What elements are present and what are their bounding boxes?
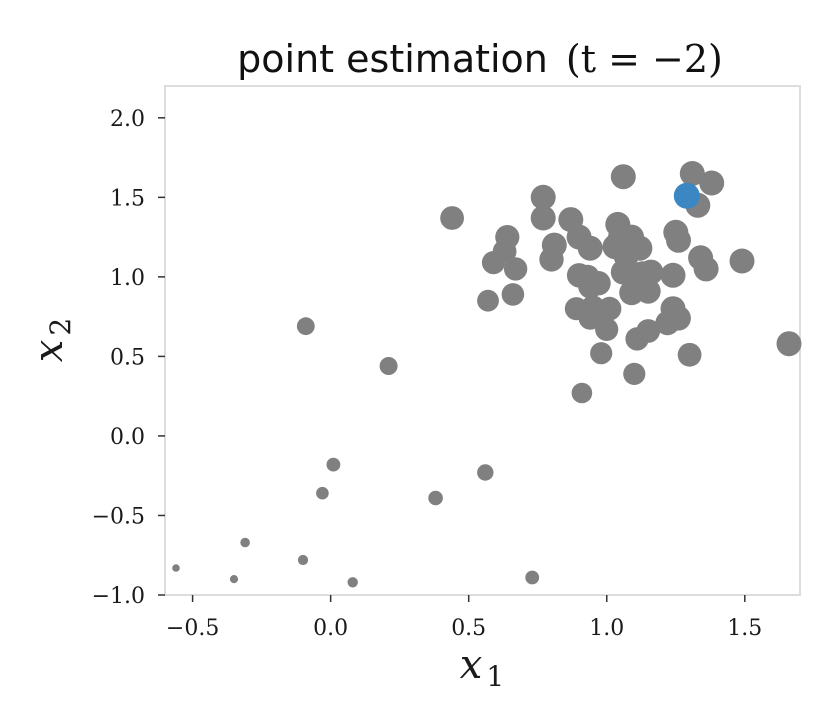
data-point	[477, 464, 494, 481]
x-tick-label: 0.5	[451, 616, 486, 641]
data-point	[627, 235, 653, 261]
data-point	[623, 362, 646, 385]
data-point	[636, 319, 661, 343]
data-point	[541, 232, 567, 258]
data-point	[610, 164, 636, 190]
y-axis: −1.0 −0.5 0.0 0.5 1.0 1.5 2.0	[92, 107, 165, 609]
data-point	[326, 457, 341, 472]
data-point	[503, 257, 528, 281]
data-point	[677, 342, 702, 367]
x-tick-label: 0.0	[313, 616, 348, 641]
data-point	[638, 259, 664, 285]
data-point	[477, 289, 499, 312]
data-point	[693, 256, 719, 282]
plot-frame	[164, 85, 801, 596]
data-point	[776, 331, 802, 357]
data-point	[316, 486, 329, 500]
data-point	[590, 342, 613, 365]
data-point	[240, 537, 250, 548]
x-tick-label: 1.0	[589, 616, 624, 641]
data-point	[595, 317, 619, 341]
data-point	[597, 296, 622, 321]
data-point	[679, 161, 705, 186]
data-point	[379, 357, 398, 375]
data-point	[297, 554, 309, 566]
x-axis-label-main: x	[460, 642, 483, 688]
data-point	[729, 248, 755, 274]
data-point	[586, 271, 611, 296]
chart-title-math: (t = −2)	[566, 37, 723, 81]
data-point	[660, 262, 686, 288]
y-axis-label-main: x	[26, 340, 72, 363]
y-tick-label: 0.0	[110, 425, 145, 450]
y-tick-label: 0.5	[110, 345, 145, 370]
x-tick-label: −0.5	[166, 616, 219, 641]
x-tick-label: 1.5	[727, 616, 762, 641]
y-tick-label: 2.0	[110, 107, 145, 132]
data-point	[172, 564, 180, 572]
data-point	[666, 227, 691, 253]
data-point	[347, 577, 358, 588]
y-axis-label-subscript: 2	[44, 318, 77, 336]
data-point	[530, 205, 556, 231]
y-axis-label: x 2	[26, 318, 77, 362]
data-point	[635, 278, 661, 304]
data-point	[495, 225, 520, 250]
data-point	[229, 575, 239, 584]
chart-title-text: point estimation	[237, 37, 548, 81]
y-tick-label: −1.0	[92, 584, 145, 609]
data-points	[172, 161, 802, 588]
data-point	[440, 206, 464, 230]
chart-title: point estimation (t = −2)	[237, 37, 723, 81]
data-point	[525, 570, 540, 585]
data-point	[577, 235, 603, 261]
data-point	[699, 170, 725, 196]
data-point	[530, 184, 556, 210]
x-axis-label-subscript: 1	[486, 660, 504, 693]
y-tick-label: 1.0	[110, 266, 145, 291]
data-point	[501, 283, 525, 306]
data-point	[666, 305, 691, 331]
data-point	[428, 490, 443, 506]
y-tick-label: 1.5	[110, 186, 145, 211]
data-point	[296, 317, 315, 336]
y-tick-label: −0.5	[92, 504, 145, 529]
x-axis-label: x 1	[460, 642, 504, 693]
x-axis: −0.5 0.0 0.5 1.0 1.5	[166, 595, 762, 641]
estimate-point	[673, 182, 700, 209]
data-point	[571, 382, 593, 404]
